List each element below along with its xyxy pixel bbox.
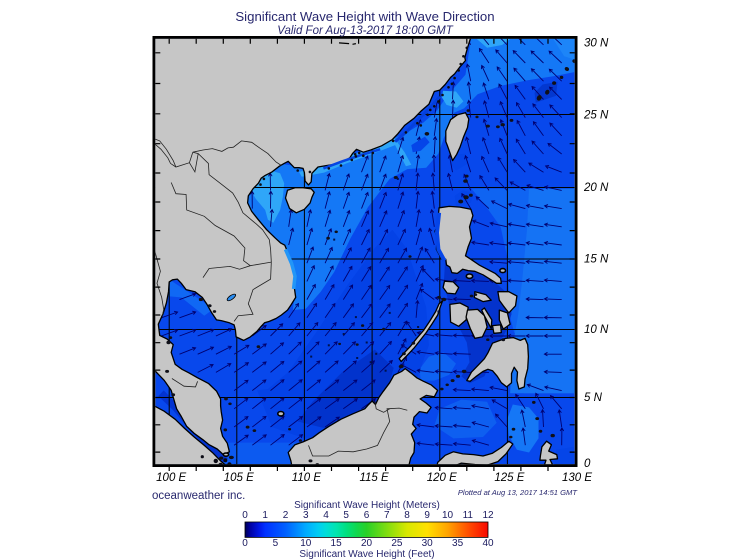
svg-text:0: 0 — [242, 538, 248, 549]
svg-text:7: 7 — [384, 510, 390, 521]
svg-text:Valid For Aug-13-2017 18:00 GM: Valid For Aug-13-2017 18:00 GMT — [277, 25, 454, 37]
svg-text:0: 0 — [242, 510, 248, 521]
svg-text:20 N: 20 N — [583, 182, 609, 194]
svg-text:Significant Wave Height (Feet): Significant Wave Height (Feet) — [299, 549, 434, 560]
svg-text:10 N: 10 N — [584, 324, 609, 336]
svg-text:115 E: 115 E — [359, 472, 389, 484]
svg-text:2: 2 — [283, 510, 289, 521]
svg-text:Plotted at Aug 13, 2017 14:51: Plotted at Aug 13, 2017 14:51 GMT — [458, 488, 579, 497]
svg-text:15: 15 — [331, 538, 343, 549]
svg-text:0: 0 — [584, 458, 591, 470]
svg-text:105 E: 105 E — [224, 472, 254, 484]
svg-text:Significant Wave Height with W: Significant Wave Height with Wave Direct… — [235, 9, 494, 24]
svg-text:120 E: 120 E — [427, 472, 457, 484]
svg-text:11: 11 — [463, 510, 474, 521]
svg-text:35: 35 — [452, 538, 464, 549]
svg-text:oceanweather inc.: oceanweather inc. — [152, 490, 245, 502]
svg-text:25 N: 25 N — [583, 110, 609, 122]
svg-text:30: 30 — [422, 538, 434, 549]
svg-text:5: 5 — [273, 538, 279, 549]
svg-text:4: 4 — [323, 510, 329, 521]
svg-text:110 E: 110 E — [292, 472, 322, 484]
svg-text:130 E: 130 E — [562, 472, 592, 484]
svg-text:125 E: 125 E — [494, 472, 524, 484]
svg-text:1: 1 — [262, 510, 268, 521]
svg-text:100 E: 100 E — [156, 472, 186, 484]
svg-text:15 N: 15 N — [584, 254, 609, 266]
svg-text:8: 8 — [404, 510, 410, 521]
svg-text:25: 25 — [391, 538, 403, 549]
svg-text:6: 6 — [364, 510, 370, 521]
svg-text:20: 20 — [361, 538, 373, 549]
svg-text:12: 12 — [482, 510, 494, 521]
svg-text:9: 9 — [424, 510, 430, 521]
svg-text:10: 10 — [442, 510, 454, 521]
svg-text:30 N: 30 N — [584, 38, 609, 50]
svg-text:5: 5 — [343, 510, 349, 521]
svg-text:Significant Wave Height (Meter: Significant Wave Height (Meters) — [294, 500, 440, 511]
svg-text:10: 10 — [300, 538, 312, 549]
svg-text:40: 40 — [482, 538, 494, 549]
svg-text:3: 3 — [303, 510, 309, 521]
svg-text:5 N: 5 N — [584, 392, 603, 404]
